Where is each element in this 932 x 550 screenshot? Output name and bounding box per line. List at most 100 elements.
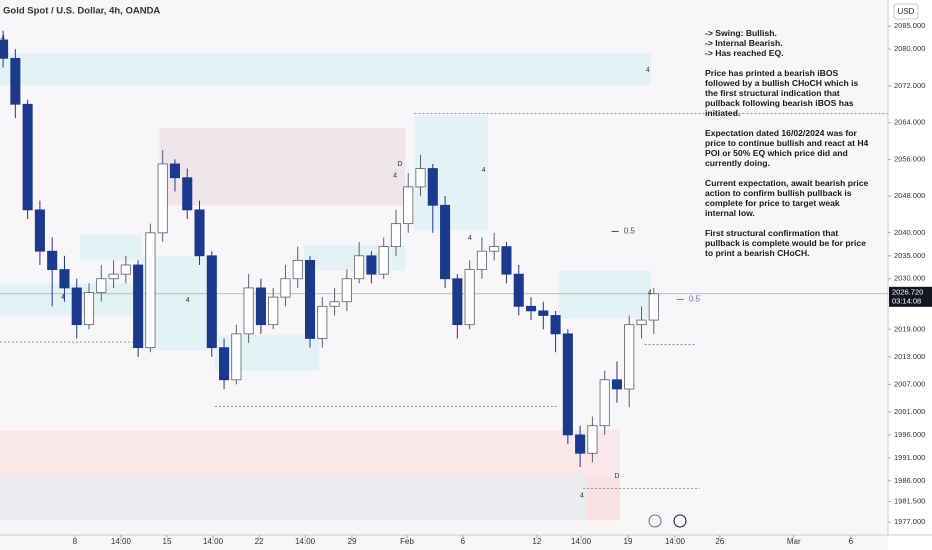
candle-body: [0, 39, 9, 59]
y-tick-label: 1996.000: [894, 430, 925, 439]
marker-label: 4: [468, 235, 472, 242]
marker-label: 4: [393, 172, 397, 179]
y-tick-label: 2056.000: [894, 154, 925, 163]
candle-body: [280, 278, 291, 298]
candle-body: [47, 250, 58, 270]
candle-body: [10, 57, 21, 105]
candle-body: [71, 287, 82, 326]
fib-label: 0.5: [689, 295, 701, 304]
x-tick-label: 8: [73, 537, 78, 546]
candle-body: [611, 379, 623, 390]
candle-body: [304, 259, 316, 339]
price-label-box: [889, 286, 932, 307]
marker-label: D: [614, 473, 619, 480]
y-tick-label: 1986.000: [894, 476, 925, 485]
y-tick-label: 2040.000: [894, 228, 925, 237]
countdown: 03:14:08: [892, 296, 921, 305]
candle-body: [292, 259, 303, 280]
candle-body: [157, 163, 168, 234]
candle-body: [550, 315, 561, 335]
candle-body: [83, 292, 95, 326]
x-tick-label: 12: [532, 537, 541, 546]
candle-body: [427, 168, 438, 206]
x-tick-label: Feb: [400, 537, 414, 546]
annotation-paragraph: Price has printed a bearish iBOS followe…: [705, 68, 859, 118]
marker-label: D: [397, 161, 402, 168]
levels: [0, 113, 931, 490]
annotation-line: -> Internal Bearish.: [705, 38, 783, 48]
candle-body: [133, 264, 144, 349]
account-icon[interactable]: [673, 514, 687, 528]
x-tick-label: 6: [461, 537, 466, 546]
y-tick-label: 2085.000: [894, 21, 925, 30]
x-tick-label: 14:00: [203, 537, 224, 546]
currency-box[interactable]: [893, 3, 919, 20]
candle-body: [452, 278, 463, 326]
y-tick-label: 1977.000: [894, 517, 925, 526]
candle-body: [378, 246, 389, 275]
x-tick-label: 14:00: [571, 537, 592, 546]
x-tick-label: 26: [715, 537, 724, 546]
zone: [214, 335, 320, 371]
candle-body: [476, 250, 487, 270]
currency: USD: [898, 7, 915, 16]
x-tick-label: 14:00: [111, 537, 132, 546]
zone: [0, 283, 142, 316]
candle-body: [390, 223, 402, 248]
marker-label: 4: [648, 289, 652, 296]
zones: [0, 53, 651, 521]
marker-label: 4: [580, 492, 584, 499]
annotation-line: -> Swing: Bullish.: [705, 28, 777, 38]
fib-label: 0.5: [624, 227, 636, 236]
price-axis: [888, 0, 932, 550]
candle-body: [525, 305, 537, 312]
zone: [0, 476, 587, 521]
zone: [0, 53, 651, 86]
annotation-paragraph: Expectation dated 16/02/2024 was for pri…: [705, 128, 869, 168]
marker-label: 4: [482, 167, 486, 174]
y-tick-label: 1991.000: [894, 453, 925, 462]
y-tick-label: 2048.000: [894, 191, 925, 200]
y-tick-label: 2030.000: [894, 274, 925, 283]
candle-body: [219, 347, 230, 381]
candle-body: [145, 232, 156, 349]
chart-title: Gold Spot / U.S. Dollar, 4h, OANDA: [3, 6, 160, 17]
candle-body: [587, 425, 598, 454]
y-tick-label: 1981.500: [894, 496, 925, 505]
y-tick-label: 2019.000: [894, 324, 925, 333]
candle-body: [464, 269, 475, 326]
zone: [0, 430, 621, 477]
candle-body: [562, 333, 573, 436]
price-label: 2026.720: [892, 287, 923, 296]
candle-body: [513, 273, 524, 307]
candle-body: [575, 434, 586, 454]
marker-label: 4: [646, 67, 650, 74]
candle-body: [231, 333, 242, 381]
annotation-paragraph: First structural confirmation that pullb…: [705, 228, 866, 258]
candle-body: [599, 379, 610, 427]
candle-body: [624, 324, 635, 390]
marker-label: 4: [1, 35, 5, 42]
candle-body: [440, 204, 451, 280]
y-tick-label: 2035.000: [894, 251, 925, 260]
annotation: -> Swing: Bullish. -> Internal Bearish. …: [705, 28, 873, 258]
candle-body: [59, 269, 70, 289]
candle-body: [366, 255, 377, 275]
candle-body: [34, 209, 45, 252]
candle-body: [341, 278, 352, 303]
y-tick-label: 2013.000: [894, 352, 925, 361]
candle-body: [243, 287, 254, 335]
candle-body: [182, 177, 193, 211]
candle-body: [255, 287, 266, 326]
candle-body: [538, 310, 549, 316]
x-tick-label: 29: [348, 537, 357, 546]
y-tick-label: 2064.000: [894, 118, 925, 127]
replay-icon[interactable]: [648, 514, 662, 528]
candle-body: [108, 273, 119, 280]
candle-body: [489, 246, 500, 252]
annotation-line: -> Has reached EQ.: [705, 48, 784, 58]
y-tick-label: 2072.000: [894, 81, 925, 90]
y-tick-label: 2080.000: [894, 44, 925, 53]
candle-body: [169, 163, 180, 179]
